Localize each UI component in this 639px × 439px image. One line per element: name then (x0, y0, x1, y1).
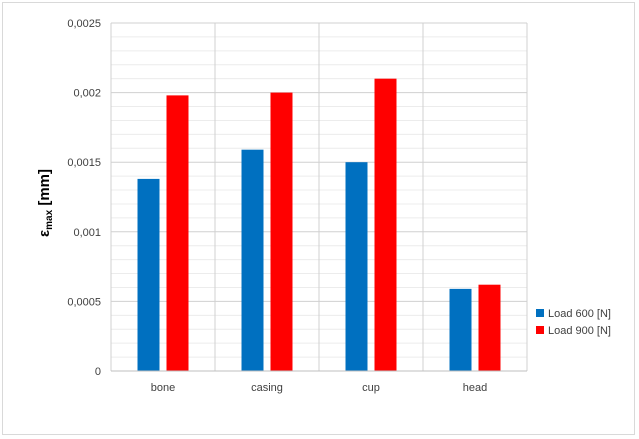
legend-swatch (536, 309, 544, 317)
bar-head-series-1 (449, 288, 472, 371)
bar-bone-series-1 (137, 178, 160, 371)
bar-head-series-2 (478, 284, 501, 371)
bar-casing-series-2 (270, 92, 293, 371)
bar-cup-series-1 (345, 162, 368, 371)
bar-cup-series-2 (374, 78, 397, 372)
x-category-label: cup (362, 382, 380, 394)
y-tick-label: 0,0025 (67, 18, 101, 30)
x-category-label: casing (251, 382, 283, 394)
y-axis-label-sub: max (44, 209, 55, 229)
legend-swatch (536, 326, 544, 334)
bar-chart: 0 0,0005 0,001 0,0015 0,002 0,0025 bone casing… (36, 18, 611, 394)
y-tick-label: 0,0015 (67, 157, 101, 169)
x-category-label: bone (151, 382, 175, 394)
bar-bone-series-2 (166, 95, 189, 371)
legend: Load 600 [N] Load 900 [N] (536, 308, 611, 337)
y-axis-label: εmax [mm] (36, 169, 55, 237)
y-axis-label-unit: [mm] (36, 169, 53, 210)
y-tick-label: 0 (95, 366, 101, 378)
y-axis-label-main: ε (36, 230, 53, 237)
y-tick-label: 0,001 (73, 227, 101, 239)
chart-frame: 0 0,0005 0,001 0,0015 0,002 0,0025 bone casing… (2, 2, 635, 435)
legend-label: Load 600 [N] (548, 308, 611, 320)
bar-casing-series-1 (241, 149, 264, 371)
x-category-label: head (463, 382, 487, 394)
y-tick-label: 0,0005 (67, 296, 101, 308)
y-tick-label: 0,002 (73, 88, 101, 100)
legend-label: Load 900 [N] (548, 325, 611, 337)
bars (137, 78, 501, 372)
y-axis-ticks: 0 0,0005 0,001 0,0015 0,002 0,0025 (67, 18, 101, 378)
x-axis: bone casing cup head (111, 370, 527, 394)
